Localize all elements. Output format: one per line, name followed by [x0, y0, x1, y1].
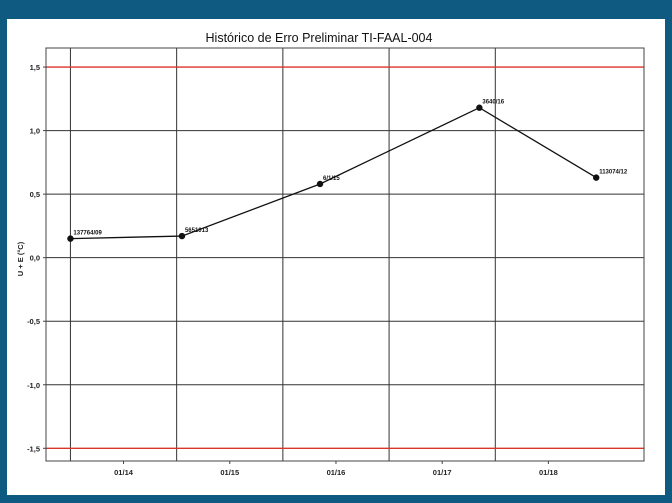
data-point [316, 180, 324, 188]
y-tick-label: -1,0 [27, 381, 40, 390]
data-label: 6/1/15 [323, 176, 340, 182]
x-tick-label: 01/18 [539, 468, 558, 477]
x-tick-label: 01/17 [433, 468, 452, 477]
series-line [70, 106, 597, 240]
y-tick-label: 1,5 [30, 63, 40, 72]
y-tick-label: 0,0 [30, 254, 40, 263]
line-chart: Histórico de Erro Preliminar TI-FAAL-004… [16, 31, 645, 477]
y-tick-label: -0,5 [27, 317, 40, 326]
y-tick-label: 0,5 [30, 190, 40, 199]
data-point [593, 174, 600, 181]
data-label: 137764/09 [73, 231, 102, 237]
y-tick-label: -1,5 [27, 444, 40, 453]
y-tick-label: 1,0 [30, 127, 40, 136]
data-label: 5651013 [185, 228, 209, 234]
x-tick-label: 01/16 [327, 468, 346, 477]
x-tick-label: 01/14 [114, 468, 134, 477]
data-label: 3640/16 [482, 100, 504, 106]
plot-border [45, 47, 645, 462]
chart-frame: Histórico de Erro Preliminar TI-FAAL-004… [7, 19, 665, 495]
data-point [67, 235, 74, 242]
data-point [476, 104, 483, 111]
data-point [178, 232, 186, 240]
data-label: 113074/12 [599, 170, 628, 176]
chart-title: Histórico de Erro Preliminar TI-FAAL-004 [206, 31, 433, 45]
y-axis-label: U + E (°C) [16, 241, 25, 276]
x-tick-label: 01/15 [220, 468, 239, 477]
